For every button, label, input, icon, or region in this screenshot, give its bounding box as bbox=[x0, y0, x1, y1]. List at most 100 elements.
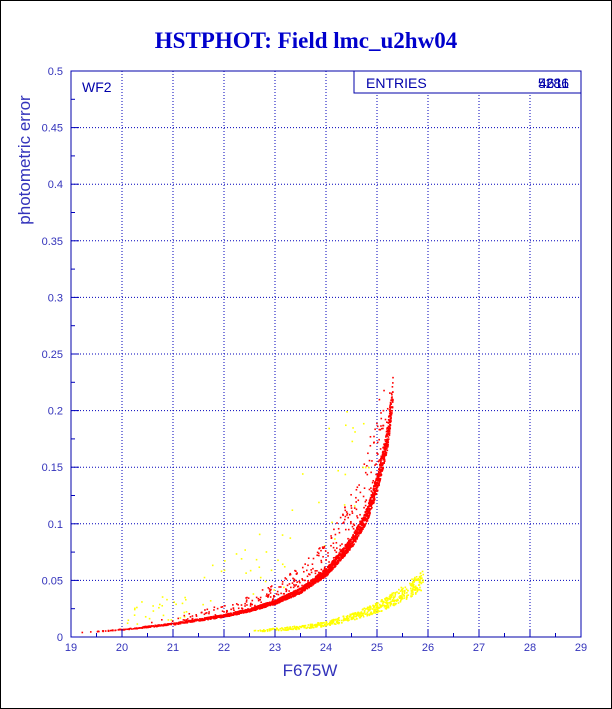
data-point bbox=[353, 536, 355, 539]
data-point bbox=[216, 607, 219, 610]
data-point bbox=[284, 629, 287, 631]
data-point bbox=[191, 615, 194, 617]
data-point bbox=[337, 562, 340, 564]
data-point bbox=[362, 517, 365, 519]
data-point bbox=[219, 615, 222, 618]
data-point bbox=[104, 630, 107, 632]
data-point bbox=[363, 514, 366, 516]
data-point bbox=[376, 606, 378, 609]
data-point bbox=[267, 602, 270, 605]
data-point bbox=[414, 589, 417, 591]
data-point bbox=[367, 505, 370, 508]
data-point bbox=[357, 531, 360, 534]
data-point bbox=[141, 627, 144, 629]
data-point bbox=[312, 583, 314, 586]
data-point bbox=[310, 582, 313, 585]
data-point bbox=[313, 582, 315, 585]
data-point bbox=[290, 591, 292, 594]
data-point bbox=[225, 614, 227, 617]
data-point bbox=[353, 532, 356, 534]
data-point bbox=[299, 591, 301, 594]
data-point bbox=[335, 551, 338, 553]
data-point bbox=[340, 558, 342, 561]
data-point bbox=[385, 451, 388, 454]
data-point bbox=[225, 613, 228, 615]
data-point bbox=[379, 466, 381, 468]
data-point bbox=[243, 611, 246, 613]
data-point bbox=[295, 594, 297, 596]
data-point bbox=[242, 612, 245, 614]
data-point bbox=[131, 628, 133, 630]
data-point bbox=[363, 611, 366, 614]
data-point bbox=[288, 597, 290, 600]
data-point bbox=[241, 607, 243, 609]
data-point bbox=[329, 565, 331, 568]
data-point bbox=[110, 629, 113, 632]
y-tick-label: 0.4 bbox=[48, 179, 63, 191]
data-point bbox=[383, 455, 386, 458]
data-point bbox=[363, 607, 366, 610]
data-point bbox=[411, 593, 414, 595]
data-point bbox=[368, 614, 371, 617]
data-point bbox=[133, 627, 136, 630]
data-point bbox=[380, 455, 383, 458]
data-point bbox=[229, 614, 231, 617]
data-point bbox=[374, 464, 376, 466]
data-point bbox=[349, 547, 351, 550]
data-point bbox=[332, 563, 335, 566]
data-point bbox=[383, 604, 385, 607]
data-point bbox=[413, 586, 416, 588]
data-point bbox=[401, 597, 403, 599]
data-point bbox=[390, 596, 392, 599]
data-point bbox=[329, 620, 332, 622]
data-point bbox=[363, 516, 366, 519]
data-point bbox=[389, 604, 392, 607]
data-point bbox=[286, 597, 288, 600]
data-point bbox=[342, 514, 344, 517]
data-point bbox=[371, 500, 374, 503]
data-point bbox=[320, 568, 323, 571]
data-point bbox=[384, 450, 386, 453]
data-point bbox=[373, 496, 376, 499]
data-point bbox=[345, 511, 348, 513]
data-point bbox=[254, 604, 256, 607]
stats-box-label: ENTRIES bbox=[366, 75, 427, 91]
data-point bbox=[361, 614, 364, 617]
data-point bbox=[294, 579, 296, 582]
data-point bbox=[378, 428, 381, 431]
data-point bbox=[339, 544, 342, 547]
data-point bbox=[383, 605, 386, 608]
data-point bbox=[309, 581, 311, 584]
data-point bbox=[392, 603, 395, 605]
data-point bbox=[394, 603, 397, 606]
data-point bbox=[335, 557, 337, 560]
data-point bbox=[220, 570, 223, 573]
data-point bbox=[98, 630, 100, 633]
data-point bbox=[370, 490, 373, 492]
data-point bbox=[331, 622, 334, 625]
data-point bbox=[271, 603, 273, 605]
data-point bbox=[282, 629, 285, 631]
data-point bbox=[336, 561, 339, 564]
data-point bbox=[298, 580, 300, 583]
data-point bbox=[354, 537, 357, 540]
data-point bbox=[374, 487, 377, 490]
data-point bbox=[334, 558, 337, 561]
data-point bbox=[277, 593, 280, 596]
data-point bbox=[308, 583, 311, 586]
data-point bbox=[373, 611, 376, 613]
data-point bbox=[388, 420, 391, 423]
data-point bbox=[347, 543, 349, 545]
data-point bbox=[342, 513, 344, 516]
data-point bbox=[238, 610, 241, 612]
data-point bbox=[302, 586, 305, 589]
data-point bbox=[245, 611, 248, 614]
data-point bbox=[354, 612, 357, 614]
data-point bbox=[351, 510, 353, 513]
data-point bbox=[416, 579, 418, 582]
data-point bbox=[411, 595, 413, 597]
data-point bbox=[320, 549, 322, 552]
data-point bbox=[366, 518, 368, 520]
data-point bbox=[251, 609, 254, 612]
data-point bbox=[330, 568, 332, 570]
